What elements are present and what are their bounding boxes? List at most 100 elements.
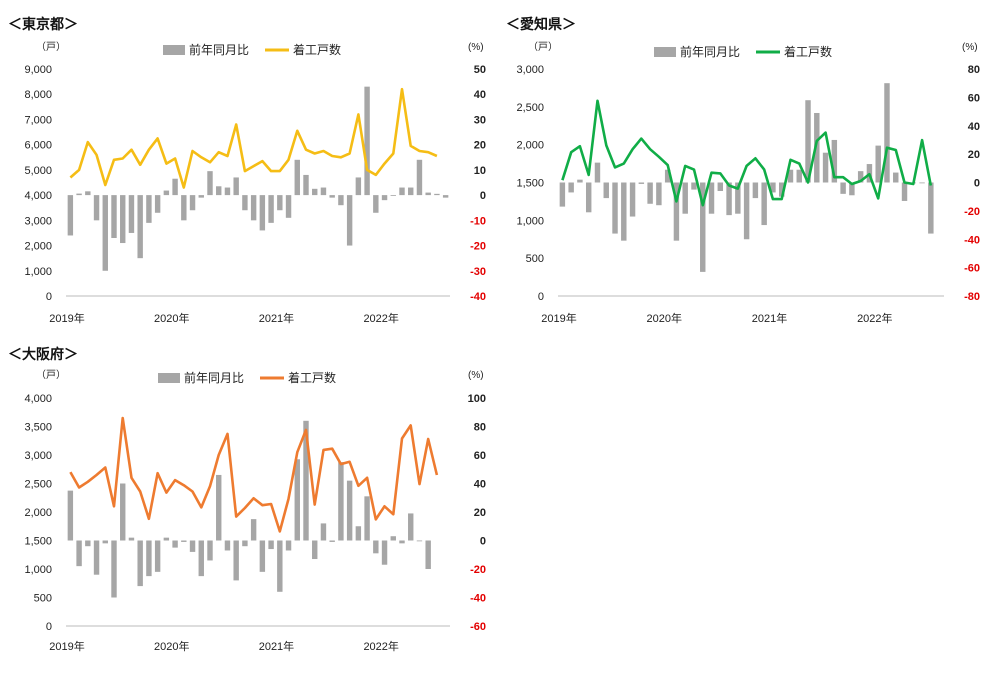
bar-yoy xyxy=(102,195,108,271)
bar-yoy xyxy=(224,187,231,196)
left-tick-label: 4,000 xyxy=(24,190,52,202)
bar-yoy xyxy=(434,193,440,196)
bar-yoy xyxy=(425,192,431,196)
legend-bar-swatch xyxy=(654,47,676,57)
bar-yoy xyxy=(664,169,671,183)
right-tick-label: -80 xyxy=(964,291,980,303)
bar-yoy xyxy=(381,540,388,565)
bar-yoy xyxy=(346,195,353,246)
right-tick-label: -40 xyxy=(470,593,486,605)
bar-yoy xyxy=(390,195,396,196)
left-tick-label: 1,500 xyxy=(516,178,544,190)
bar-yoy xyxy=(338,195,344,206)
bar-yoy xyxy=(312,540,318,560)
right-tick-label: -10 xyxy=(470,215,486,227)
bar-yoy xyxy=(207,540,213,561)
bar-yoy xyxy=(585,182,592,213)
right-tick-label: 60 xyxy=(474,450,486,462)
bar-yoy xyxy=(67,195,74,236)
bar-yoy xyxy=(172,540,178,548)
bar-yoy xyxy=(805,100,811,183)
right-tick-label: 20 xyxy=(474,507,486,519)
bar-yoy xyxy=(320,187,327,196)
bar-yoy xyxy=(787,169,794,183)
bar-yoy xyxy=(312,188,318,196)
bar-yoy xyxy=(146,540,152,577)
bar-yoy xyxy=(320,523,327,541)
x-year-label: 2019年 xyxy=(49,311,84,325)
bar-yoy xyxy=(120,483,126,541)
bar-yoy xyxy=(761,182,767,226)
bar-yoy xyxy=(277,195,283,211)
left-tick-label: 3,000 xyxy=(24,215,52,227)
left-tick-label: 3,000 xyxy=(24,450,52,462)
bar-yoy xyxy=(381,195,388,201)
bar-yoy xyxy=(708,182,715,214)
x-year-label: 2022年 xyxy=(363,311,398,325)
bar-yoy xyxy=(120,195,126,244)
bar-yoy xyxy=(770,182,776,193)
right-tick-label: 30 xyxy=(474,114,486,126)
bar-yoy xyxy=(416,540,423,542)
bar-yoy xyxy=(111,540,117,598)
bar-yoy xyxy=(840,182,846,194)
left-tick-label: 3,500 xyxy=(24,422,52,434)
left-tick-label: 2,000 xyxy=(24,507,52,519)
chart-title-aichi: ＜愛知県＞ xyxy=(506,17,576,33)
legend-line-label: 着工戸数 xyxy=(293,42,341,57)
right-tick-label: 100 xyxy=(468,393,486,405)
left-tick-label: 5,000 xyxy=(24,165,52,177)
right-tick-label: -20 xyxy=(470,241,486,253)
bar-yoy xyxy=(364,86,370,196)
bar-yoy xyxy=(76,540,82,567)
bar-yoy xyxy=(355,177,362,196)
chart-svg-aichi: （戸） (%) 0 500 1,000 1,500 2,000 2,500 3,000 -80 -6… xyxy=(516,41,980,325)
bar-yoy xyxy=(346,480,353,541)
left-axis-unit: （戸） xyxy=(36,369,66,381)
bar-yoy xyxy=(216,186,222,196)
bar-yoy xyxy=(216,474,222,541)
bar-yoy xyxy=(884,83,890,183)
bar-yoy xyxy=(408,513,414,541)
bar-yoy xyxy=(250,195,257,221)
bar-yoy xyxy=(154,540,161,572)
left-tick-label: 500 xyxy=(34,593,52,605)
right-tick-label: -40 xyxy=(964,234,980,246)
bar-yoy xyxy=(85,191,91,196)
right-tick-label: -40 xyxy=(470,291,486,303)
bar-yoy xyxy=(399,187,405,196)
right-tick-label: 20 xyxy=(968,149,980,161)
bar-yoy xyxy=(364,496,370,541)
bar-yoy xyxy=(743,182,750,240)
line-starts xyxy=(69,416,439,533)
bar-yoy xyxy=(163,537,170,541)
bar-yoy xyxy=(373,195,379,213)
x-year-label: 2019年 xyxy=(541,311,576,325)
bar-yoy xyxy=(198,195,204,198)
bar-yoy xyxy=(796,169,802,183)
bar-yoy xyxy=(198,540,204,577)
bar-yoy xyxy=(189,195,196,211)
bar-yoy xyxy=(303,420,309,541)
chart-panel-osaka: ＜大阪府＞ （戸） (%) 0 500 1,000 1,500 2,000 2,500 3,00… xyxy=(8,344,486,669)
x-year-label: 2022年 xyxy=(363,639,398,653)
bar-yoy xyxy=(408,187,414,196)
chart-title-tokyo: ＜東京都＞ xyxy=(8,17,78,33)
legend-line-label: 着工戸数 xyxy=(288,370,336,385)
bar-yoy xyxy=(629,182,636,217)
bar-yoy xyxy=(233,177,239,196)
bar-yoy xyxy=(612,182,618,234)
bar-yoy xyxy=(857,171,864,183)
left-tick-label: 8,000 xyxy=(24,89,52,101)
bar-yoy xyxy=(919,182,925,184)
right-tick-label: 60 xyxy=(968,92,980,104)
bar-yoy xyxy=(752,182,759,199)
x-year-label: 2022年 xyxy=(857,311,892,325)
bar-yoy xyxy=(294,159,300,196)
bar-yoy xyxy=(277,540,283,592)
bar-yoy xyxy=(224,540,231,551)
bar-yoy xyxy=(621,182,627,241)
bar-yoy xyxy=(285,195,292,218)
bar-yoy xyxy=(928,182,934,234)
bar-yoy xyxy=(647,182,653,204)
